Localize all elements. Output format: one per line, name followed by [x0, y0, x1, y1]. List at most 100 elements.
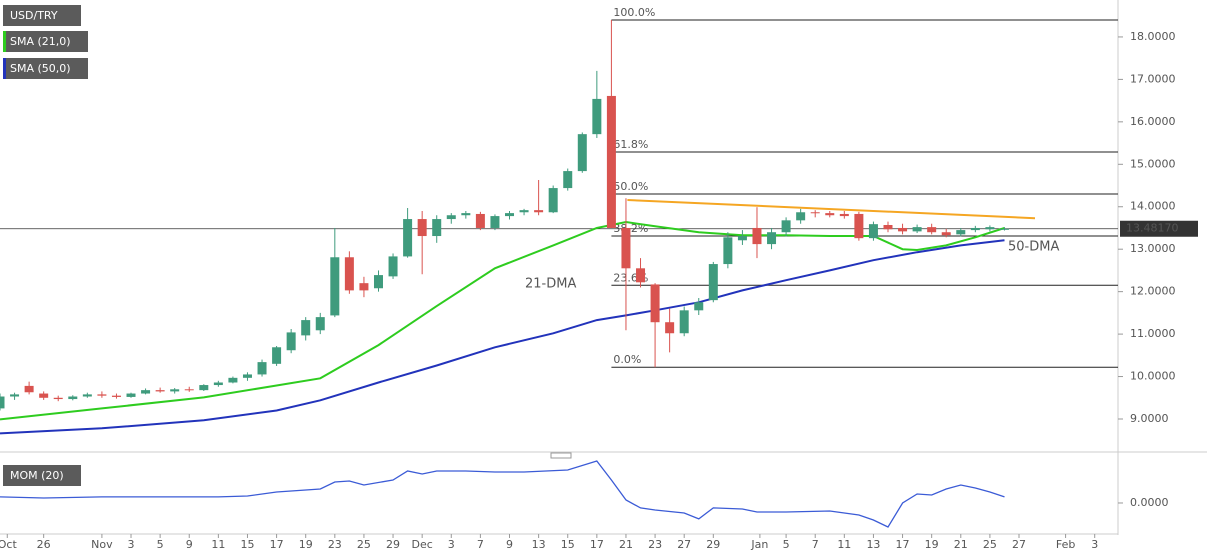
- candle-body: [665, 322, 675, 334]
- candle-body: [286, 332, 296, 351]
- legend-box: [3, 5, 81, 26]
- candle-body: [636, 268, 646, 283]
- candle-body: [213, 382, 223, 386]
- candle-body: [868, 224, 878, 239]
- legend-box: [3, 58, 88, 79]
- candle-body: [417, 219, 427, 237]
- x-tick-label: 7: [812, 538, 819, 551]
- x-tick-label: 19: [925, 538, 939, 551]
- x-tick-label: 15: [561, 538, 575, 551]
- candle-body: [737, 236, 747, 241]
- sma-line: [0, 239, 1005, 435]
- x-tick-label: Feb: [1056, 538, 1075, 551]
- x-tick-label: 17: [896, 538, 910, 551]
- x-tick-label: 5: [783, 538, 790, 551]
- x-tick-label: 26: [37, 538, 51, 551]
- candle-body: [330, 257, 340, 316]
- candle-body: [941, 232, 951, 236]
- candle-body: [563, 171, 573, 189]
- x-tick-label: 27: [1012, 538, 1026, 551]
- candle-body: [170, 389, 180, 392]
- x-tick-label: 3: [1091, 538, 1098, 551]
- x-tick-label: 17: [590, 538, 604, 551]
- x-tick-label: 3: [448, 538, 455, 551]
- y-tick-label: 12.0000: [1130, 285, 1176, 298]
- candle-body: [708, 264, 718, 301]
- candle-body: [24, 385, 34, 393]
- x-tick-label: 13: [866, 538, 880, 551]
- candle-body: [432, 219, 442, 237]
- x-tick-label: 3: [128, 538, 135, 551]
- candle-body: [548, 188, 558, 213]
- legend-box: [3, 31, 88, 52]
- candle-body: [781, 220, 791, 233]
- candle-body: [854, 213, 864, 239]
- x-tick-label: 23: [328, 538, 342, 551]
- y-tick-label: 0.0000: [1130, 496, 1169, 509]
- x-tick-label: 23: [648, 538, 662, 551]
- x-tick-label: 5: [157, 538, 164, 551]
- candle-body: [10, 394, 20, 397]
- candle-body: [184, 389, 194, 391]
- x-tick-label: 13: [532, 538, 546, 551]
- mom-line: [0, 460, 1005, 528]
- candle-body: [359, 283, 369, 291]
- candle-body: [199, 385, 209, 391]
- x-tick-label: Dec: [412, 538, 433, 551]
- candle-body: [621, 227, 631, 269]
- fib-label: 0.0%: [613, 353, 641, 366]
- candle-body: [97, 394, 107, 396]
- candle-body: [898, 227, 908, 232]
- candle-body: [883, 225, 893, 230]
- legend-entry: SMA (21,0): [10, 35, 71, 48]
- candle-body: [257, 362, 267, 375]
- price-tag-label: 13.48170: [1126, 222, 1179, 235]
- candle-body: [242, 374, 252, 378]
- x-tick-label: Jan: [750, 538, 768, 551]
- candle-body: [970, 227, 980, 231]
- candle-body: [839, 213, 849, 217]
- candle-body: [577, 134, 587, 172]
- x-tick-label: 15: [240, 538, 254, 551]
- legend-swatch: [3, 58, 6, 79]
- candle-body: [388, 256, 398, 277]
- y-tick-label: 13.0000: [1130, 242, 1176, 255]
- y-tick-label: 16.0000: [1130, 115, 1176, 128]
- sma-label: 50-DMA: [1008, 240, 1059, 255]
- candle-body: [606, 95, 616, 228]
- sma-line: [0, 220, 1005, 421]
- mom-title: MOM (20): [10, 469, 64, 482]
- candle-body: [68, 396, 78, 400]
- candle-body: [228, 377, 238, 383]
- candle-body: [141, 390, 151, 394]
- candle-body: [272, 347, 282, 364]
- candle-body: [490, 216, 500, 228]
- x-tick-label: 21: [954, 538, 968, 551]
- candle-body: [155, 390, 165, 392]
- legend-box: [3, 465, 81, 486]
- x-tick-label: 7: [477, 538, 484, 551]
- candle-body: [111, 395, 121, 397]
- candle-body: [752, 227, 762, 245]
- candle-body: [446, 215, 456, 220]
- x-tick-label: 25: [983, 538, 997, 551]
- candle-body: [796, 212, 806, 221]
- legend-entry: SMA (50,0): [10, 62, 71, 75]
- candle-body: [0, 396, 5, 409]
- resize-grip[interactable]: [550, 452, 572, 459]
- candle-body: [53, 397, 63, 400]
- x-tick-label: Oct: [0, 538, 17, 551]
- candle-body: [999, 228, 1009, 230]
- candle-body: [475, 213, 485, 228]
- x-tick-label: 21: [619, 538, 633, 551]
- x-tick-label: 25: [357, 538, 371, 551]
- y-tick-label: 9.0000: [1130, 412, 1169, 425]
- legend-swatch: [3, 31, 6, 52]
- fib-label: 61.8%: [613, 138, 648, 151]
- legend-title: USD/TRY: [10, 9, 58, 22]
- candle-body: [344, 257, 354, 291]
- y-tick-label: 11.0000: [1130, 327, 1176, 340]
- y-tick-label: 17.0000: [1130, 72, 1176, 85]
- x-tick-label: 29: [386, 538, 400, 551]
